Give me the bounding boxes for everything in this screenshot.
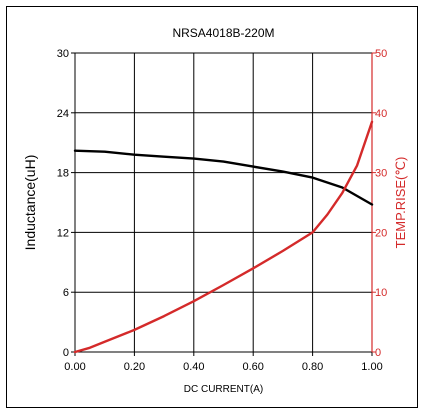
y-right-tick-label: 20 xyxy=(375,227,387,239)
x-tick-label: 1.00 xyxy=(361,361,382,373)
y-left-tick-label: 24 xyxy=(57,108,69,120)
y-left-tick-label: 0 xyxy=(63,347,69,359)
x-axis-label: DC CURRENT(A) xyxy=(184,384,263,395)
y-left-axis-label: Inductance(uH) xyxy=(22,155,38,251)
x-tick-label: 0.20 xyxy=(124,361,145,373)
x-tick-label: 0.40 xyxy=(183,361,204,373)
y-left-tick-label: 30 xyxy=(57,48,69,60)
y-right-tick-label: 30 xyxy=(375,168,387,180)
x-tick-label: 0.00 xyxy=(64,361,85,373)
temp-rise-series-line xyxy=(73,120,374,354)
y-right-tick-label: 10 xyxy=(375,287,387,299)
chart-title: NRSA4018B-220M xyxy=(172,26,274,40)
plot-border xyxy=(74,52,373,353)
y-left-tick-label: 6 xyxy=(63,287,69,299)
x-tick-label: 0.60 xyxy=(242,361,263,373)
y-right-tick-label: 0 xyxy=(375,347,381,359)
inductance-temp-chart: 0.00 0.20 0.40 0.60 0.80 1.00 0 6 12 18 24 30 0 10 20 3… xyxy=(22,26,408,395)
y-left-tick-label: 12 xyxy=(57,227,69,239)
x-tick-label: 0.80 xyxy=(302,361,323,373)
y-right-tick-label: 40 xyxy=(375,108,387,120)
y-left-tick-label: 18 xyxy=(57,168,69,180)
chart-frame: 0.00 0.20 0.40 0.60 0.80 1.00 0 6 12 18 24 30 0 10 20 3… xyxy=(6,6,418,408)
y-right-axis-label: TEMP.RISE(℃) xyxy=(393,157,408,249)
y-right-tick-label: 50 xyxy=(375,48,387,60)
inductance-series-line xyxy=(73,149,374,206)
